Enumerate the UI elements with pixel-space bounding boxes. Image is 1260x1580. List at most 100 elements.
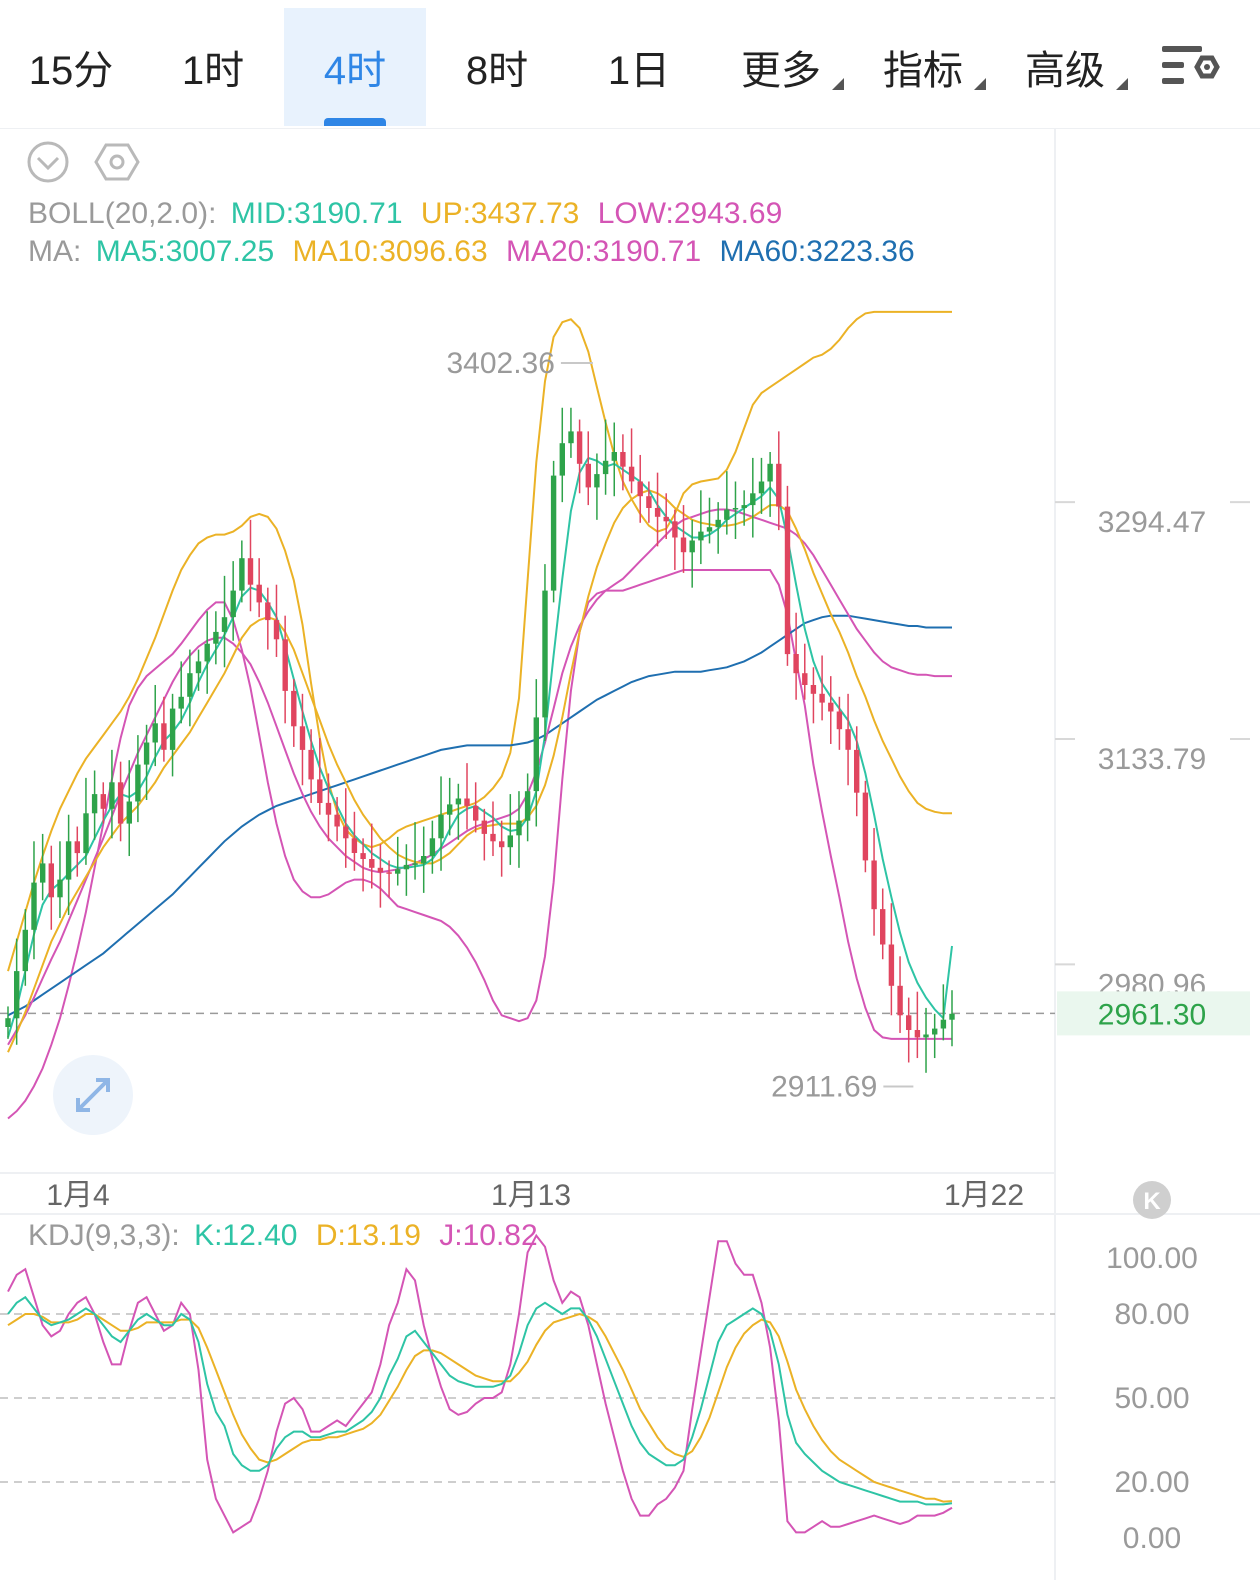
candle-body <box>143 742 150 765</box>
candle <box>31 841 37 960</box>
candle-body <box>862 792 869 861</box>
candle-body <box>395 869 401 874</box>
moving-averages <box>7 456 953 1053</box>
candle <box>793 612 799 700</box>
candle <box>784 485 791 666</box>
candle-body <box>897 985 903 1016</box>
candle-body <box>273 620 280 640</box>
candle-body <box>5 1018 11 1027</box>
candle <box>490 801 496 857</box>
candle-body <box>689 540 695 553</box>
candle <box>299 693 306 786</box>
candle <box>109 749 115 839</box>
candle <box>481 808 487 861</box>
candle <box>291 679 297 747</box>
candle-body <box>256 584 262 603</box>
candle <box>377 844 384 908</box>
candle-body <box>109 782 115 809</box>
candle-body <box>828 702 834 712</box>
candle-body <box>291 690 297 727</box>
candle <box>403 844 410 896</box>
tab-label: 更多 <box>741 49 821 93</box>
chevron-down-circle-icon[interactable] <box>27 141 69 183</box>
k-badge-icon[interactable]: K <box>1133 1181 1171 1219</box>
date-label: 1月22 <box>944 1179 1024 1212</box>
tab-4h[interactable]: 4时 <box>284 8 426 126</box>
candle <box>888 903 895 1016</box>
tab-advanced[interactable]: 高级 <box>994 8 1136 126</box>
candle-body <box>646 496 652 508</box>
candle-body <box>698 531 704 541</box>
candle-body <box>91 794 98 814</box>
kdj-tick-label: 100.00 <box>1106 1242 1198 1275</box>
candle <box>169 693 176 777</box>
candle-body <box>317 779 323 803</box>
candle <box>672 509 678 570</box>
candle <box>126 760 132 857</box>
candle-body <box>65 841 72 880</box>
candle-body <box>550 475 557 591</box>
tab-label: 1时 <box>181 49 245 93</box>
candle <box>499 820 505 877</box>
candle <box>447 777 453 836</box>
candle-body <box>74 841 80 854</box>
kdj-axis: 100.00 80.00 50.00 20.00 0.00 <box>1106 1242 1198 1555</box>
tab-1h[interactable]: 1时 <box>142 8 284 126</box>
candle <box>343 788 349 868</box>
kdj-tick-label: 50.00 <box>1114 1382 1189 1415</box>
candle <box>802 643 808 700</box>
candle-body <box>325 802 332 815</box>
candle-body <box>464 798 470 806</box>
tab-indicators[interactable]: 指标 <box>852 8 994 126</box>
candle <box>516 791 522 868</box>
candle <box>395 836 401 886</box>
candle-body <box>620 452 626 467</box>
candle <box>256 558 262 618</box>
candle-body <box>22 929 28 972</box>
candle-body <box>239 558 245 591</box>
candle-body <box>126 801 132 824</box>
candle-body <box>559 443 565 476</box>
ma20-line <box>7 508 952 1046</box>
tab-8h[interactable]: 8时 <box>426 8 568 126</box>
candle-body <box>776 463 782 507</box>
candle <box>412 822 418 880</box>
kdj-k-line <box>7 1295 953 1506</box>
candle <box>265 587 271 650</box>
active-tab-indicator <box>324 118 386 126</box>
candle <box>880 888 886 960</box>
candlestick-chart[interactable]: BOLL(20,2.0): MID:3190.71 UP:3437.73 LOW… <box>0 128 1260 1580</box>
expand-arrows-icon[interactable] <box>53 1055 133 1135</box>
candle-body <box>524 791 531 821</box>
candle <box>83 777 89 865</box>
candle-body <box>299 726 306 750</box>
candle-body <box>654 508 661 517</box>
date-label: 1月13 <box>491 1179 571 1212</box>
candle <box>862 780 869 873</box>
tab-15min[interactable]: 15分 <box>0 8 142 126</box>
boll-upper-line <box>7 310 952 972</box>
candle <box>473 782 479 833</box>
candle-body <box>412 863 418 865</box>
candle <box>646 481 652 523</box>
candle-body <box>14 971 20 1019</box>
tab-label: 8时 <box>465 49 529 93</box>
candle <box>680 505 687 573</box>
candle-body <box>802 673 808 685</box>
candle-body <box>923 1034 929 1038</box>
hexagon-settings-icon[interactable] <box>94 143 140 181</box>
candle <box>213 611 219 665</box>
candle <box>143 724 150 800</box>
candle <box>91 770 98 840</box>
candle-body <box>169 708 176 750</box>
candle <box>117 761 124 842</box>
candle-body <box>230 590 236 618</box>
dropdown-triangle-icon <box>1116 78 1128 90</box>
kdj-tick-label: 80.00 <box>1114 1298 1189 1331</box>
tab-1d[interactable]: 1日 <box>568 8 710 126</box>
filter-settings-icon[interactable] <box>1160 40 1222 96</box>
candle <box>48 845 54 930</box>
candle <box>715 502 721 554</box>
tab-more[interactable]: 更多 <box>710 8 852 126</box>
candle <box>897 956 903 1033</box>
